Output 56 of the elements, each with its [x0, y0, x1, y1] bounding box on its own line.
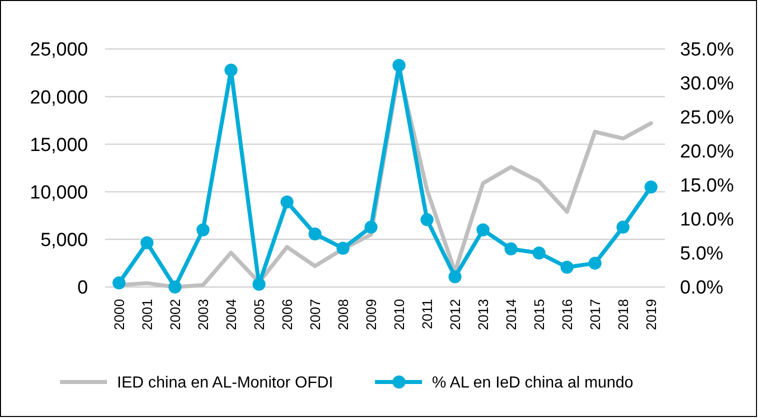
- x-tick-label: 2005: [251, 298, 267, 330]
- y-tick-label: 5,000: [40, 230, 88, 252]
- point: [616, 220, 630, 234]
- point: [252, 278, 266, 291]
- x-tick-label: 2002: [167, 298, 183, 330]
- point: [532, 246, 546, 260]
- x-tick-label: 2015: [531, 298, 547, 330]
- x-tick-label: 2000: [111, 298, 127, 330]
- x-tick-label: 2004: [223, 298, 239, 330]
- point: [644, 180, 658, 194]
- y2-tick-label: 35.0%: [680, 40, 734, 61]
- x-tick-label: 2009: [363, 298, 379, 330]
- point: [364, 220, 378, 234]
- x-tick-label: 2016: [559, 298, 575, 330]
- x-tick-label: 2011: [419, 298, 435, 330]
- point: [224, 64, 238, 77]
- point: [112, 276, 126, 290]
- point: [196, 223, 210, 236]
- x-tick-label: 2010: [391, 298, 407, 330]
- point: [448, 270, 462, 284]
- point: [588, 256, 602, 270]
- y-tick-label: 20,000: [30, 87, 88, 108]
- x-tick-label: 2001: [139, 298, 155, 330]
- point: [168, 280, 182, 294]
- x-tick-label: 2019: [643, 298, 659, 330]
- x-tick-label: 2018: [615, 298, 631, 330]
- y-tick-label: 25,000: [30, 40, 88, 61]
- x-tick-label: 2008: [335, 298, 351, 330]
- y-tick-label: 15,000: [30, 134, 88, 156]
- point: [392, 58, 406, 72]
- y2-tick-label: 10.0%: [680, 210, 734, 231]
- point: [280, 196, 294, 208]
- x-tick-label: 2006: [279, 298, 295, 330]
- x-tick-label: 2017: [587, 298, 603, 330]
- point: [420, 213, 434, 226]
- y2-tick-label: 25.0%: [680, 108, 734, 129]
- y-tick-label: 10,000: [30, 182, 88, 204]
- x-tick-label: 2007: [307, 298, 323, 330]
- legend-label: IED china en AL-Monitor OFDI: [117, 374, 334, 392]
- point: [476, 223, 490, 236]
- point: [504, 242, 518, 256]
- x-tick-label: 2012: [447, 298, 463, 330]
- y2-tick-label: 30.0%: [680, 74, 734, 95]
- x-tick-label: 2013: [475, 298, 491, 330]
- x-tick-label: 2003: [195, 298, 211, 330]
- y2-tick-label: 5.0%: [680, 244, 724, 265]
- y2-tick-label: 20.0%: [680, 142, 734, 163]
- y2-tick-label: 0.0%: [680, 278, 724, 299]
- y2-tick-label: 15.0%: [680, 176, 734, 197]
- point: [308, 227, 322, 240]
- x-tick-label: 2014: [503, 298, 519, 330]
- y-tick-label: 0: [77, 278, 88, 299]
- point: [336, 242, 350, 255]
- point: [140, 236, 154, 250]
- point: [560, 260, 574, 274]
- legend-label: % AL en IeD china al mundo: [432, 374, 634, 392]
